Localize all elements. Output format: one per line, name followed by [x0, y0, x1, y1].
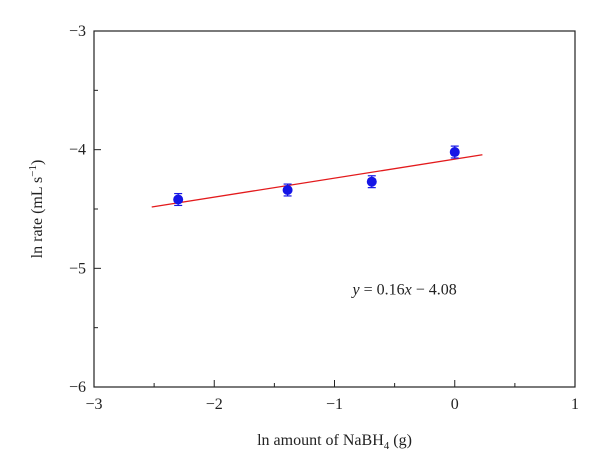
data-point: [173, 194, 184, 205]
y-tick-label: −4: [69, 142, 86, 159]
y-tick-label: −6: [69, 379, 86, 396]
x-tick-label: −2: [206, 396, 223, 413]
x-tick-label: −1: [326, 396, 343, 413]
fit-line: [151, 154, 483, 208]
y-tick-label: −3: [69, 23, 86, 40]
equation-annotation: y = 0.16x − 4.08: [351, 281, 457, 298]
x-axis-title: ln amount of NaBH4 (g): [257, 432, 412, 452]
data-point: [366, 176, 377, 187]
y-tick-label: −5: [69, 260, 86, 277]
plot-area: −3 −2 −1 0 1 −3 −4 −5 −6 y = 0.16x − 4.08: [69, 23, 579, 413]
data-point: [449, 147, 460, 158]
x-tick-label: −3: [85, 396, 102, 413]
y-axis-title: ln rate (mL s−1): [27, 160, 46, 259]
x-tick-label: 1: [571, 396, 579, 413]
x-tick-label: 0: [451, 396, 459, 413]
data-point: [282, 185, 293, 196]
plot-frame: [93, 30, 576, 388]
